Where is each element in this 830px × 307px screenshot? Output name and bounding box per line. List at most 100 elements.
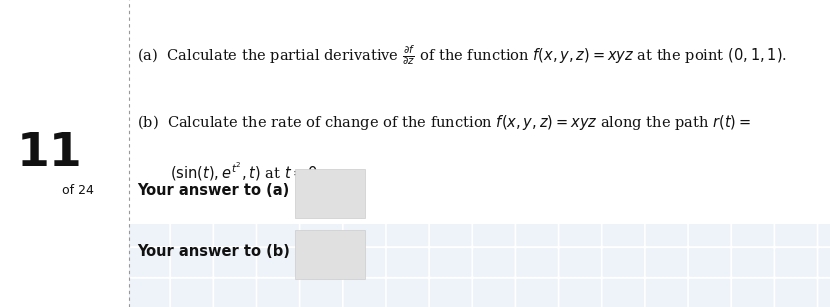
FancyBboxPatch shape bbox=[775, 279, 817, 307]
FancyBboxPatch shape bbox=[300, 64, 342, 93]
FancyBboxPatch shape bbox=[818, 187, 830, 216]
FancyBboxPatch shape bbox=[646, 279, 687, 307]
FancyBboxPatch shape bbox=[171, 248, 212, 277]
FancyBboxPatch shape bbox=[0, 95, 40, 123]
FancyBboxPatch shape bbox=[473, 217, 515, 246]
FancyBboxPatch shape bbox=[42, 0, 83, 1]
FancyBboxPatch shape bbox=[387, 33, 428, 62]
FancyBboxPatch shape bbox=[387, 156, 428, 185]
FancyBboxPatch shape bbox=[214, 217, 256, 246]
FancyBboxPatch shape bbox=[473, 248, 515, 277]
FancyBboxPatch shape bbox=[171, 2, 212, 31]
FancyBboxPatch shape bbox=[257, 156, 299, 185]
FancyBboxPatch shape bbox=[430, 95, 471, 123]
Text: (b)  Calculate the rate of change of the function $f(x, y, z) = xyz$ along the p: (b) Calculate the rate of change of the … bbox=[137, 113, 751, 132]
FancyBboxPatch shape bbox=[300, 95, 342, 123]
FancyBboxPatch shape bbox=[214, 33, 256, 62]
FancyBboxPatch shape bbox=[818, 248, 830, 277]
FancyBboxPatch shape bbox=[42, 125, 83, 154]
FancyBboxPatch shape bbox=[473, 187, 515, 216]
FancyBboxPatch shape bbox=[646, 0, 687, 1]
FancyBboxPatch shape bbox=[603, 217, 644, 246]
FancyBboxPatch shape bbox=[516, 279, 558, 307]
FancyBboxPatch shape bbox=[818, 156, 830, 185]
FancyBboxPatch shape bbox=[387, 248, 428, 277]
FancyBboxPatch shape bbox=[387, 217, 428, 246]
FancyBboxPatch shape bbox=[128, 64, 169, 93]
FancyBboxPatch shape bbox=[516, 95, 558, 123]
FancyBboxPatch shape bbox=[257, 217, 299, 246]
FancyBboxPatch shape bbox=[387, 187, 428, 216]
FancyBboxPatch shape bbox=[85, 95, 126, 123]
FancyBboxPatch shape bbox=[128, 279, 169, 307]
FancyBboxPatch shape bbox=[775, 187, 817, 216]
FancyBboxPatch shape bbox=[344, 156, 385, 185]
FancyBboxPatch shape bbox=[775, 0, 817, 1]
FancyBboxPatch shape bbox=[214, 125, 256, 154]
FancyBboxPatch shape bbox=[344, 279, 385, 307]
FancyBboxPatch shape bbox=[473, 279, 515, 307]
FancyBboxPatch shape bbox=[732, 156, 774, 185]
FancyBboxPatch shape bbox=[646, 95, 687, 123]
FancyBboxPatch shape bbox=[818, 279, 830, 307]
FancyBboxPatch shape bbox=[42, 248, 83, 277]
FancyBboxPatch shape bbox=[473, 64, 515, 93]
FancyBboxPatch shape bbox=[214, 248, 256, 277]
FancyBboxPatch shape bbox=[300, 156, 342, 185]
FancyBboxPatch shape bbox=[344, 33, 385, 62]
FancyBboxPatch shape bbox=[516, 2, 558, 31]
FancyBboxPatch shape bbox=[516, 156, 558, 185]
FancyBboxPatch shape bbox=[818, 125, 830, 154]
FancyBboxPatch shape bbox=[430, 217, 471, 246]
FancyBboxPatch shape bbox=[775, 248, 817, 277]
FancyBboxPatch shape bbox=[689, 156, 730, 185]
FancyBboxPatch shape bbox=[603, 248, 644, 277]
FancyBboxPatch shape bbox=[128, 95, 169, 123]
FancyBboxPatch shape bbox=[473, 95, 515, 123]
FancyBboxPatch shape bbox=[0, 33, 40, 62]
FancyBboxPatch shape bbox=[603, 187, 644, 216]
FancyBboxPatch shape bbox=[387, 0, 428, 1]
Bar bbox=[295, 230, 365, 279]
FancyBboxPatch shape bbox=[128, 156, 169, 185]
FancyBboxPatch shape bbox=[300, 187, 342, 216]
FancyBboxPatch shape bbox=[85, 187, 126, 216]
FancyBboxPatch shape bbox=[171, 156, 212, 185]
FancyBboxPatch shape bbox=[818, 33, 830, 62]
FancyBboxPatch shape bbox=[473, 156, 515, 185]
Bar bbox=[0, 0, 129, 307]
FancyBboxPatch shape bbox=[257, 64, 299, 93]
FancyBboxPatch shape bbox=[387, 279, 428, 307]
FancyBboxPatch shape bbox=[344, 125, 385, 154]
FancyBboxPatch shape bbox=[430, 2, 471, 31]
FancyBboxPatch shape bbox=[732, 125, 774, 154]
FancyBboxPatch shape bbox=[128, 217, 169, 246]
FancyBboxPatch shape bbox=[689, 248, 730, 277]
FancyBboxPatch shape bbox=[775, 217, 817, 246]
FancyBboxPatch shape bbox=[85, 33, 126, 62]
FancyBboxPatch shape bbox=[603, 156, 644, 185]
FancyBboxPatch shape bbox=[0, 156, 40, 185]
FancyBboxPatch shape bbox=[0, 279, 40, 307]
FancyBboxPatch shape bbox=[732, 279, 774, 307]
FancyBboxPatch shape bbox=[128, 125, 169, 154]
FancyBboxPatch shape bbox=[344, 2, 385, 31]
FancyBboxPatch shape bbox=[171, 217, 212, 246]
FancyBboxPatch shape bbox=[430, 279, 471, 307]
FancyBboxPatch shape bbox=[42, 187, 83, 216]
FancyBboxPatch shape bbox=[387, 64, 428, 93]
FancyBboxPatch shape bbox=[0, 0, 40, 1]
FancyBboxPatch shape bbox=[559, 0, 601, 1]
FancyBboxPatch shape bbox=[344, 217, 385, 246]
FancyBboxPatch shape bbox=[257, 187, 299, 216]
FancyBboxPatch shape bbox=[603, 33, 644, 62]
FancyBboxPatch shape bbox=[775, 33, 817, 62]
FancyBboxPatch shape bbox=[257, 2, 299, 31]
FancyBboxPatch shape bbox=[300, 33, 342, 62]
FancyBboxPatch shape bbox=[516, 248, 558, 277]
FancyBboxPatch shape bbox=[257, 95, 299, 123]
FancyBboxPatch shape bbox=[171, 187, 212, 216]
FancyBboxPatch shape bbox=[603, 64, 644, 93]
FancyBboxPatch shape bbox=[214, 2, 256, 31]
FancyBboxPatch shape bbox=[85, 0, 126, 1]
